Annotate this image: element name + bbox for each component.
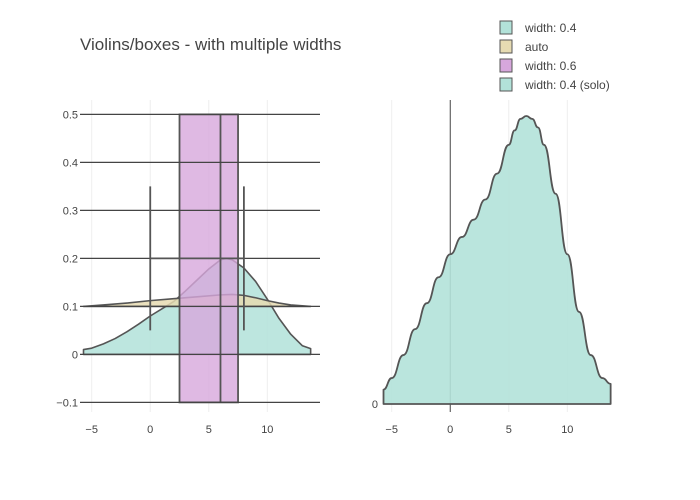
left-y-tick-label: 0.1 — [63, 301, 78, 313]
legend-item-3[interactable]: width: 0.4 (solo) — [499, 77, 610, 92]
left-x-tick-label: 0 — [147, 424, 153, 436]
left-y-tick-label: 0.5 — [63, 109, 78, 121]
right-x-tick-label: 10 — [561, 424, 573, 436]
legend-item-2[interactable]: width: 0.6 — [499, 58, 577, 73]
left-y-tick-label: 0 — [72, 349, 78, 361]
legend-swatch-auto — [499, 39, 513, 54]
left-x-tick-label: −5 — [85, 424, 98, 436]
left-y-tick-label: 0.2 — [63, 253, 78, 265]
left-y-tick-label: 0.3 — [63, 205, 78, 217]
legend-label-width-0-4-solo: width: 0.4 (solo) — [524, 78, 610, 92]
left-plot-area: −5 0 5 10 −0.1 0 0.1 0.2 0.3 0.4 0.5 — [56, 100, 320, 436]
right-x-tick-label: −5 — [385, 424, 398, 436]
left-y-tick-label: 0.4 — [63, 157, 78, 169]
legend-label-width-0-6: width: 0.6 — [524, 59, 577, 73]
violin-width-0-4-solo — [382, 115, 612, 405]
legend-item-0[interactable]: width: 0.4 — [499, 20, 577, 35]
left-x-tick-label: 10 — [261, 424, 273, 436]
right-x-tick-label: 0 — [447, 424, 453, 436]
right-x-tick-label: 5 — [506, 424, 512, 436]
left-x-tick-label: 5 — [206, 424, 212, 436]
right-y-tick-label: 0 — [372, 399, 378, 411]
legend-swatch-width-0-6 — [499, 58, 513, 73]
left-y-tick-label: −0.1 — [56, 397, 78, 409]
legend-swatch-width-0-4-solo — [499, 77, 513, 92]
legend-label-auto: auto — [525, 40, 549, 54]
legend-item-1[interactable]: auto — [499, 39, 549, 54]
chart-title: Violins/boxes - with multiple widths — [80, 35, 341, 54]
legend-label-width-0-4: width: 0.4 — [524, 21, 577, 35]
right-plot-area: −5 0 5 10 0 — [372, 100, 612, 436]
legend-swatch-width-0-4 — [499, 20, 513, 35]
legend: width: 0.4 auto width: 0.6 width: 0.4 (s… — [499, 20, 610, 92]
